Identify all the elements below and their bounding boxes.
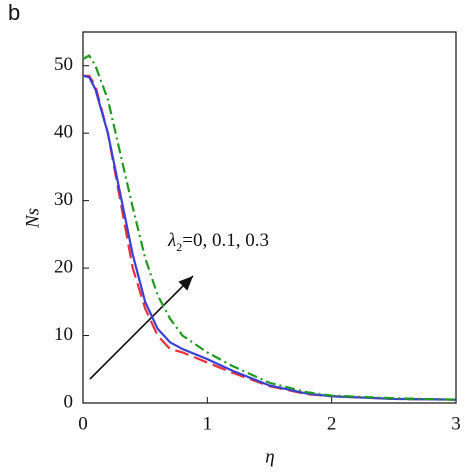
- y-tick-label: 10: [54, 324, 73, 345]
- y-tick-label: 30: [54, 189, 73, 210]
- x-tick-label: 2: [327, 413, 337, 434]
- annotation-text: =0, 0.1, 0.3: [182, 230, 269, 251]
- data-line: [82, 54, 457, 401]
- y-tick-label: 0: [64, 391, 74, 412]
- plot-frame: [82, 31, 457, 404]
- annotation-arrow: [89, 275, 194, 380]
- y-tick-label: 40: [54, 122, 73, 143]
- x-tick-label: 3: [451, 413, 461, 434]
- annotation-subscript: 2: [176, 240, 182, 254]
- x-axis-label: η: [265, 446, 274, 467]
- panel-label: b: [8, 0, 20, 25]
- y-tick-label: 50: [54, 54, 73, 75]
- x-tick-label: 1: [203, 413, 213, 434]
- annotation: λ2=0, 0.1, 0.3: [167, 230, 269, 253]
- data-line: [83, 74, 457, 401]
- annotation-symbol: λ: [167, 230, 176, 251]
- y-tick-label: 20: [54, 256, 73, 277]
- y-axis-label: Ns: [22, 208, 43, 229]
- x-tick-label: 0: [78, 413, 88, 434]
- data-line: [82, 74, 457, 401]
